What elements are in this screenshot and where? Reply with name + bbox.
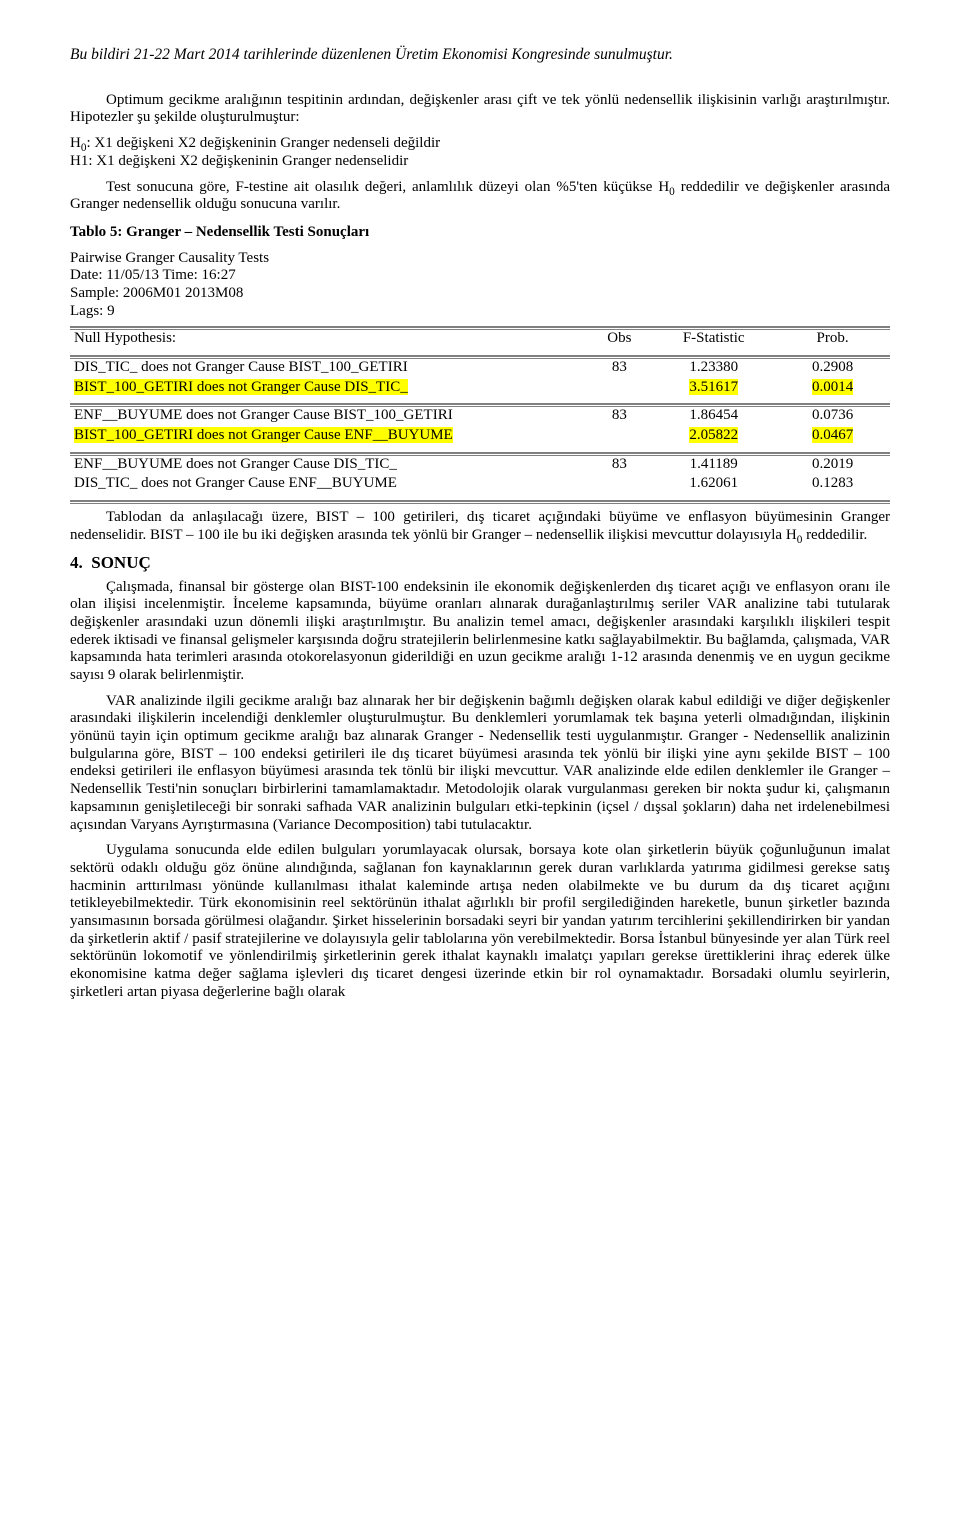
- cell-obs: [587, 378, 653, 398]
- sonuc-para-1: Çalışmada, finansal bir gösterge olan BI…: [70, 579, 890, 685]
- cell-fstat: 1.23380: [652, 358, 775, 378]
- cell-fstat: 1.62061: [652, 474, 775, 494]
- table-divider: [70, 446, 890, 455]
- cell-hypothesis: BIST_100_GETIRI does not Granger Cause D…: [70, 378, 587, 398]
- table-bottom-border: [70, 500, 890, 503]
- cell-hypothesis: DIS_TIC_ does not Granger Cause BIST_100…: [70, 358, 587, 378]
- section-4-heading: 4. SONUÇ: [70, 553, 890, 573]
- col-fstat: F-Statistic: [652, 329, 775, 349]
- table-meta-2: Date: 11/05/13 Time: 16:27: [70, 267, 890, 285]
- test-text-1: Test sonucuna göre, F-testine ait olasıl…: [106, 179, 669, 195]
- table-row: DIS_TIC_ does not Granger Cause ENF__BUY…: [70, 474, 890, 494]
- table-discussion: Tablodan da anlaşılacağı üzere, BIST – 1…: [70, 509, 890, 544]
- cell-fstat: 1.86454: [652, 406, 775, 426]
- table-header-border: [70, 355, 890, 358]
- table-meta-4: Lags: 9: [70, 303, 890, 321]
- cell-fstat: 3.51617: [652, 378, 775, 398]
- section-title: SONUÇ: [91, 553, 151, 572]
- table-5-title: Tablo 5: Granger – Nedensellik Testi Son…: [70, 224, 890, 242]
- cell-prob: 0.2908: [775, 358, 890, 378]
- granger-table: Null Hypothesis: Obs F-Statistic Prob.: [70, 329, 890, 349]
- cell-obs: 83: [587, 358, 653, 378]
- cell-prob: 0.0014: [775, 378, 890, 398]
- intro-paragraph: Optimum gecikme aralığının tespitinin ar…: [70, 92, 890, 127]
- document-page: Bu bildiri 21-22 Mart 2014 tarihlerinde …: [0, 0, 960, 1049]
- granger-table-body: DIS_TIC_ does not Granger Cause BIST_100…: [70, 358, 890, 494]
- table-row: DIS_TIC_ does not Granger Cause BIST_100…: [70, 358, 890, 378]
- h0-prefix: H: [70, 135, 81, 151]
- hypothesis-h1: H1: X1 değişkeni X2 değişkeninin Granger…: [70, 153, 890, 171]
- tablo-text-1: Tablodan da anlaşılacağı üzere, BIST – 1…: [70, 509, 890, 543]
- cell-prob: 0.2019: [775, 455, 890, 475]
- cell-fstat: 1.41189: [652, 455, 775, 475]
- cell-prob: 0.1283: [775, 474, 890, 494]
- table-row: ENF__BUYUME does not Granger Cause BIST_…: [70, 406, 890, 426]
- table-header-row: Null Hypothesis: Obs F-Statistic Prob.: [70, 329, 890, 349]
- cell-fstat: 2.05822: [652, 426, 775, 446]
- table-divider: [70, 397, 890, 406]
- cell-obs: 83: [587, 455, 653, 475]
- sonuc-para-3: Uygulama sonucunda elde edilen bulguları…: [70, 842, 890, 1001]
- hypothesis-h0: H0: X1 değişkeni X2 değişkeninin Granger…: [70, 135, 890, 153]
- cell-prob: 0.0736: [775, 406, 890, 426]
- table-row: BIST_100_GETIRI does not Granger Cause E…: [70, 426, 890, 446]
- col-obs: Obs: [587, 329, 653, 349]
- section-number: 4.: [70, 553, 83, 572]
- cell-obs: [587, 426, 653, 446]
- cell-obs: [587, 474, 653, 494]
- sonuc-para-2: VAR analizinde ilgili gecikme aralığı ba…: [70, 693, 890, 835]
- tablo-text-2: reddedilir.: [802, 527, 867, 543]
- h0-text: : X1 değişkeni X2 değişkeninin Granger n…: [86, 135, 440, 151]
- cell-hypothesis: ENF__BUYUME does not Granger Cause DIS_T…: [70, 455, 587, 475]
- col-null-hypothesis: Null Hypothesis:: [70, 329, 587, 349]
- table-row: BIST_100_GETIRI does not Granger Cause D…: [70, 378, 890, 398]
- cell-hypothesis: DIS_TIC_ does not Granger Cause ENF__BUY…: [70, 474, 587, 494]
- cell-hypothesis: BIST_100_GETIRI does not Granger Cause E…: [70, 426, 587, 446]
- table-meta-3: Sample: 2006M01 2013M08: [70, 285, 890, 303]
- cell-obs: 83: [587, 406, 653, 426]
- test-paragraph: Test sonucuna göre, F-testine ait olasıl…: [70, 179, 890, 214]
- cell-prob: 0.0467: [775, 426, 890, 446]
- table-meta-1: Pairwise Granger Causality Tests: [70, 250, 890, 268]
- table-row: ENF__BUYUME does not Granger Cause DIS_T…: [70, 455, 890, 475]
- cell-hypothesis: ENF__BUYUME does not Granger Cause BIST_…: [70, 406, 587, 426]
- running-header: Bu bildiri 21-22 Mart 2014 tarihlerinde …: [70, 46, 890, 64]
- col-prob: Prob.: [775, 329, 890, 349]
- table-top-border: [70, 326, 890, 329]
